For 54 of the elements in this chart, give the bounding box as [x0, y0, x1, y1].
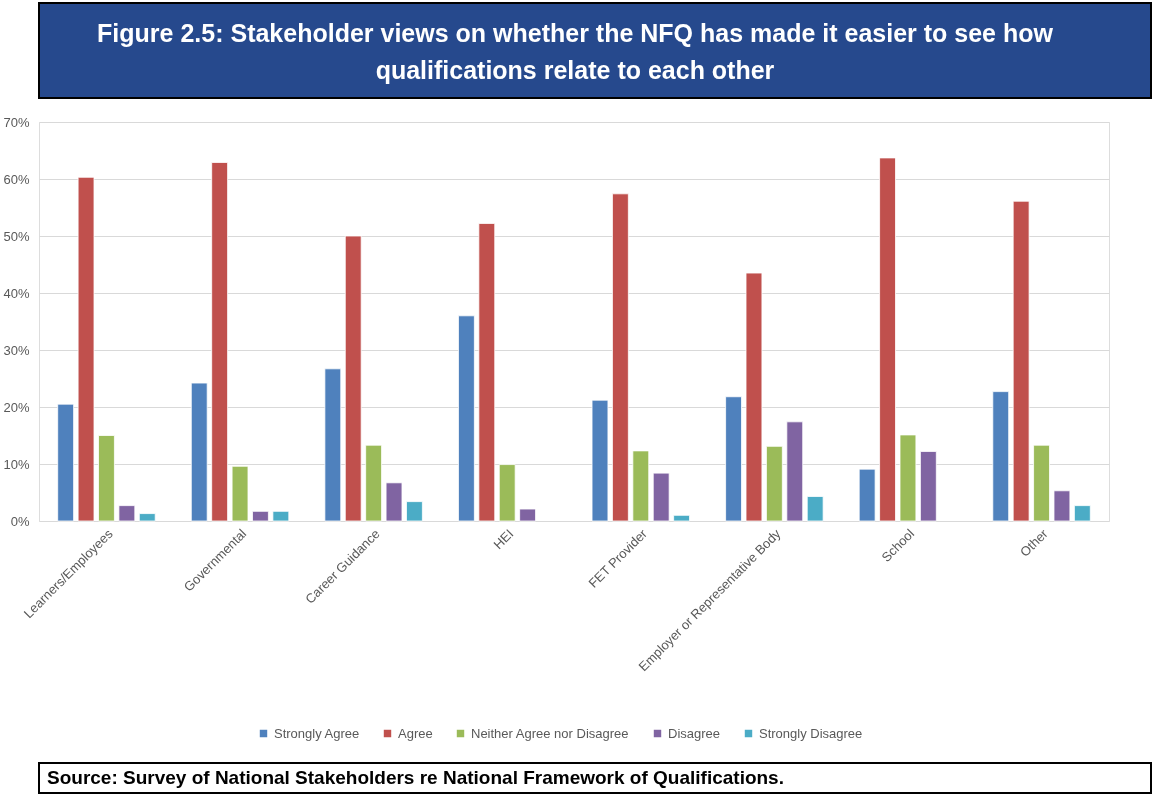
- bar: [498, 464, 516, 522]
- source-note: Source: Survey of National Stakeholders re National Framework of Qualifications.: [47, 767, 784, 788]
- y-tick-label: 40%: [3, 285, 30, 301]
- bar: [766, 445, 783, 522]
- bar: [118, 505, 136, 522]
- bar: [77, 176, 95, 522]
- bar: [344, 235, 362, 522]
- legend-label: Agree: [398, 725, 433, 741]
- chart-title: Figure 2.5: Stakeholder views on whether the NFQ has made it easier to see how qualifications relate to each other: [97, 19, 1054, 84]
- y-tick-label: 10%: [3, 456, 30, 472]
- bar: [786, 421, 804, 522]
- bar: [231, 465, 249, 522]
- bar: [725, 396, 742, 522]
- bar: [652, 472, 670, 522]
- bar: [806, 496, 824, 522]
- bar: [1053, 490, 1071, 522]
- bar: [591, 399, 609, 522]
- bar: [519, 508, 536, 522]
- bar: [57, 403, 75, 522]
- y-tick-label: 50%: [3, 228, 30, 244]
- bar: [406, 501, 423, 522]
- bar: [272, 510, 290, 522]
- bar: [211, 162, 228, 522]
- y-tick-label: 0%: [10, 513, 30, 529]
- bar: [745, 272, 763, 522]
- legend-label: Strongly Disagree: [759, 725, 863, 741]
- bar: [190, 382, 208, 522]
- bar: [478, 223, 496, 522]
- bar: [1073, 505, 1091, 522]
- bar: [612, 193, 629, 522]
- bar: [385, 482, 403, 522]
- bar: [324, 368, 342, 522]
- bar: [138, 513, 156, 522]
- bar: [252, 510, 269, 522]
- legend-label: Disagree: [668, 725, 721, 741]
- bar: [992, 391, 1010, 522]
- x-tick-label: HEI: [490, 526, 517, 553]
- bar: [920, 451, 937, 522]
- legend-label: Neither Agree nor Disagree: [471, 725, 629, 741]
- bar: [458, 315, 475, 522]
- bar: [1033, 444, 1050, 522]
- bar: [632, 450, 650, 522]
- bar: [673, 514, 690, 522]
- bar: [858, 468, 876, 522]
- legend-label: Strongly Agree: [274, 725, 360, 741]
- y-tick-label: 60%: [3, 171, 30, 187]
- bar: [899, 434, 917, 522]
- bar: [879, 157, 896, 522]
- y-tick-label: 70%: [3, 114, 30, 130]
- bar: [98, 435, 115, 522]
- y-tick-label: 20%: [3, 399, 30, 415]
- bar: [1012, 200, 1030, 522]
- y-tick-label: 30%: [3, 342, 30, 358]
- bar: [365, 444, 382, 522]
